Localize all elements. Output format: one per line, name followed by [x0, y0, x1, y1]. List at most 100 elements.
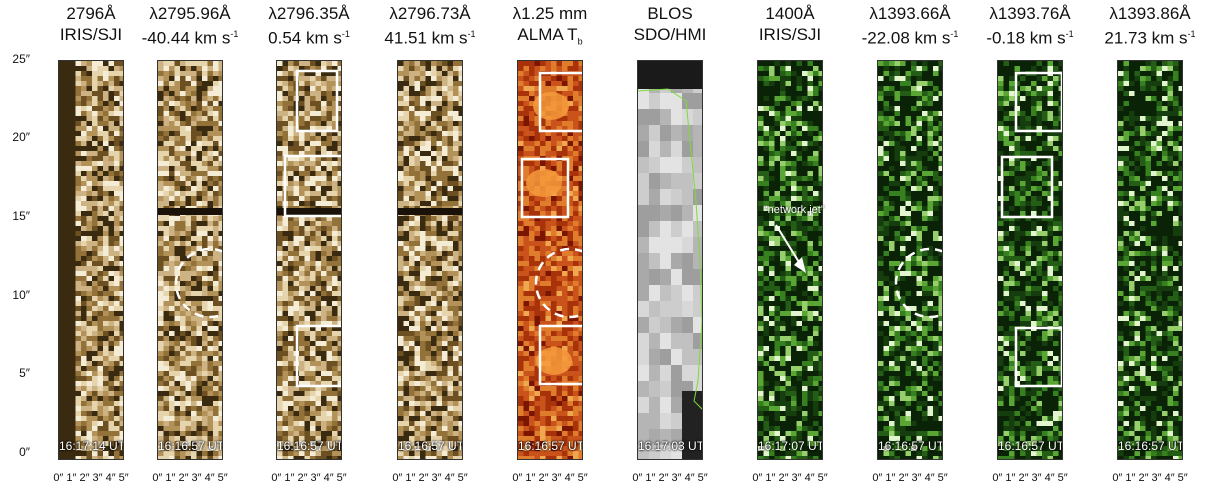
unit-exponent: -1 — [1187, 29, 1196, 39]
panel-title-line2: -22.08 km s-1 — [861, 28, 959, 48]
image-panel: 16:16:57 UT — [1117, 60, 1183, 460]
panel-title-line2: -0.18 km s-1 — [986, 28, 1074, 48]
panel-title-line1: BLOS — [647, 4, 693, 23]
dashed-circle — [174, 247, 222, 319]
timestamp: 16:16:57 UT — [878, 439, 943, 453]
x-axis-ticks: 0″ 1″ 2″ 3″ 4″ 5″ — [632, 472, 708, 484]
y-tick: 10″ — [12, 288, 30, 302]
timestamp: 16:17:14 UT — [59, 439, 124, 453]
image-raster — [758, 61, 822, 459]
panel-title-line1: λ1.25 mm — [512, 4, 588, 23]
image-raster — [1118, 61, 1182, 459]
panel-title: 2796Å IRIS/SJI — [36, 3, 146, 45]
image-panel: 16:17:14 UT — [58, 60, 124, 460]
image-panel: 16:16:57 UT — [517, 60, 583, 460]
panel-title: λ1.25 mm ALMA Tb — [495, 3, 605, 52]
region-box — [1014, 71, 1062, 133]
unit-exponent: -1 — [341, 29, 350, 39]
panel-title-line2: ALMA Tb — [517, 25, 583, 47]
image-raster — [638, 61, 702, 459]
unit-exponent: -1 — [1065, 29, 1074, 39]
timestamp: 16:16:57 UT — [1118, 439, 1183, 453]
arrow-head — [794, 257, 806, 273]
panel-title: λ1393.66Å -22.08 km s-1 — [855, 3, 965, 49]
y-tick: 0″ — [19, 445, 30, 459]
y-tick: 15″ — [12, 209, 30, 223]
y-tick: 25″ — [12, 52, 30, 66]
unit-subscript: b — [577, 36, 583, 47]
dark-stripe — [158, 208, 222, 215]
image-panel: 16:16:57 UT — [276, 60, 342, 460]
timestamp: 16:16:57 UT — [277, 439, 342, 453]
timestamp: 16:17:03 UT — [638, 439, 703, 453]
panel-title-line1: 2796Å — [66, 4, 116, 23]
image-panel: 16:16:57 UT — [157, 60, 223, 460]
x-axis-ticks: 0″ 1″ 2″ 3″ 4″ 5″ — [152, 472, 228, 484]
image-panel: 16:17:03 UT — [637, 60, 703, 460]
unit-exponent: -1 — [467, 29, 476, 39]
image-raster — [998, 61, 1062, 459]
unit-exponent: -1 — [950, 29, 959, 39]
panel-title-line1: λ2796.35Å — [268, 4, 350, 23]
timestamp: 16:16:57 UT — [518, 439, 583, 453]
panel-title: λ2795.96Å -40.44 km s-1 — [135, 3, 245, 49]
panel-title-line1: λ2796.73Å — [389, 4, 471, 23]
image-panel: 16:16:57 UT — [397, 60, 463, 460]
image-raster — [518, 61, 582, 459]
region-box — [538, 324, 582, 386]
unit-exponent: -1 — [230, 29, 239, 39]
image-raster — [878, 61, 942, 459]
region-box — [538, 71, 582, 133]
image-panel: 16:16:57 UT — [997, 60, 1063, 460]
panel-title-line2: 0.54 km s-1 — [268, 28, 350, 48]
image-raster — [158, 61, 222, 459]
panel-title-line1: λ1393.66Å — [869, 4, 951, 23]
x-axis-ticks: 0″ 1″ 2″ 3″ 4″ 5″ — [752, 472, 828, 484]
panel-title: 1400Å IRIS/SJI — [735, 3, 845, 45]
panel-title: λ2796.73Å 41.51 km s-1 — [375, 3, 485, 49]
dashed-circle — [894, 247, 942, 319]
y-tick: 20″ — [12, 130, 30, 144]
image-panel: 16:16:57 UT — [877, 60, 943, 460]
dark-stripe — [398, 208, 462, 215]
dark-stripe — [277, 208, 341, 215]
image-raster — [277, 61, 341, 459]
image-panel: 16:17:07 UT — [757, 60, 823, 460]
region-box — [283, 154, 341, 218]
region-box — [295, 69, 339, 133]
timestamp: 16:16:57 UT — [158, 439, 223, 453]
contour-line — [638, 88, 702, 410]
panel-title-line2: IRIS/SJI — [758, 25, 822, 44]
panel-title-line1: λ1393.76Å — [989, 4, 1071, 23]
panel-title: λ1393.86Å 21.73 km s-1 — [1095, 3, 1205, 49]
timestamp: 16:17:07 UT — [758, 439, 823, 453]
arrow-line — [775, 224, 803, 268]
region-box — [1014, 326, 1062, 388]
dashed-circle — [534, 247, 582, 319]
x-axis-ticks: 0″ 1″ 2″ 3″ 4″ 5″ — [53, 472, 129, 484]
timestamp: 16:16:57 UT — [998, 439, 1063, 453]
x-axis-ticks: 0″ 1″ 2″ 3″ 4″ 5″ — [992, 472, 1068, 484]
panel-title-line1: λ1393.86Å — [1109, 4, 1191, 23]
x-axis-ticks: 0″ 1″ 2″ 3″ 4″ 5″ — [271, 472, 347, 484]
region-box — [520, 157, 570, 219]
x-axis-ticks: 0″ 1″ 2″ 3″ 4″ 5″ — [392, 472, 468, 484]
x-axis-ticks: 0″ 1″ 2″ 3″ 4″ 5″ — [1112, 472, 1188, 484]
panel-title: BLOS SDO/HMI — [615, 3, 725, 45]
panel-title: λ1393.76Å -0.18 km s-1 — [975, 3, 1085, 49]
panel-title-line2: SDO/HMI — [633, 25, 707, 44]
image-raster — [398, 61, 462, 459]
x-axis-ticks: 0″ 1″ 2″ 3″ 4″ 5″ — [512, 472, 588, 484]
panel-title: λ2796.35Å 0.54 km s-1 — [254, 3, 364, 49]
panel-title-line2: 21.73 km s-1 — [1104, 28, 1196, 48]
x-axis-ticks: 0″ 1″ 2″ 3″ 4″ 5″ — [872, 472, 948, 484]
network-jet-label: “network jet” — [764, 204, 825, 216]
panel-title-line2: IRIS/SJI — [59, 25, 123, 44]
y-tick: 5″ — [19, 366, 30, 380]
panel-title-line1: 1400Å — [765, 4, 815, 23]
panel-title-line2: 41.51 km s-1 — [384, 28, 476, 48]
image-raster — [59, 61, 123, 459]
panel-title-line1: λ2795.96Å — [149, 4, 231, 23]
panel-title-line2: -40.44 km s-1 — [141, 28, 239, 48]
region-box — [1000, 155, 1054, 219]
